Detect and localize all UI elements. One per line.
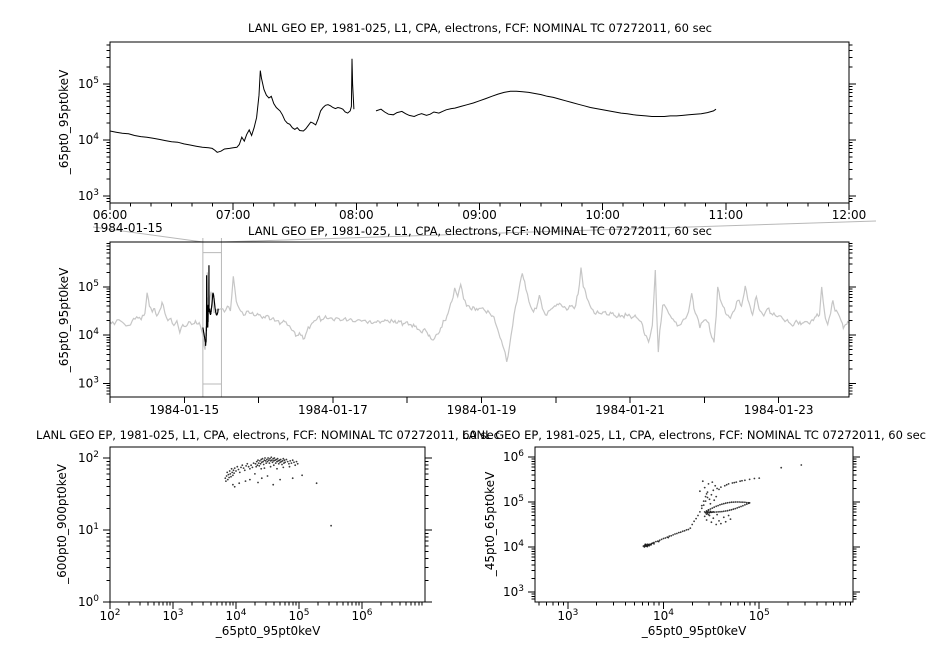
svg-text:09:00: 09:00 (462, 208, 497, 222)
svg-text:100: 100 (78, 594, 99, 609)
svg-text:103: 103 (78, 375, 99, 390)
middle-y-axis: 103 104 105 (78, 242, 856, 395)
svg-text:12:00: 12:00 (832, 208, 867, 222)
bottom_right-plot-frame[interactable] (534, 446, 854, 603)
svg-text:1984-01-21: 1984-01-21 (595, 403, 665, 417)
svg-text:1984-01-15: 1984-01-15 (149, 403, 219, 417)
svg-text:104: 104 (653, 608, 674, 623)
svg-text:1984-01-17: 1984-01-17 (298, 403, 368, 417)
top-plot-series-line (109, 58, 717, 153)
middle-plot-x-axis: 1984-01-15 1984-01-17 1984-01-19 1984-01-21… (109, 397, 814, 417)
svg-text:103: 103 (78, 188, 99, 203)
bottom-left-plot-xlabel: _65pt0_95pt0keV (215, 624, 321, 638)
svg-text:105: 105 (78, 76, 99, 91)
svg-text:104: 104 (225, 608, 246, 623)
zoom-box[interactable] (202, 238, 222, 397)
bottom_left-scatter-points (224, 456, 332, 527)
svg-text:1984-01-19: 1984-01-19 (447, 403, 517, 417)
svg-text:11:00: 11:00 (709, 208, 744, 222)
svg-text:08:00: 08:00 (339, 208, 374, 222)
top-plot-ylabel: _65pt0_95pt0keV (57, 69, 71, 175)
middle-plot-ylabel: _65pt0_95pt0keV (57, 267, 71, 373)
svg-text:101: 101 (78, 522, 99, 537)
bottom_right-y-axis: 103 104 105 106 (503, 449, 860, 600)
svg-text:105: 105 (503, 494, 524, 509)
svg-text:1984-01-23: 1984-01-23 (744, 403, 814, 417)
svg-text:103: 103 (162, 608, 183, 623)
svg-text:104: 104 (78, 132, 99, 147)
bottom-left-plot-ylabel: _600pt0_900pt0keV (55, 464, 69, 584)
svg-text:105: 105 (288, 608, 309, 623)
svg-text:103: 103 (557, 608, 578, 623)
top-y-axis: 103 104 105 (78, 44, 856, 203)
middle-plot-frame[interactable] (109, 241, 850, 398)
zoom-context-connectors (92, 220, 877, 243)
middle-plot-title: LANL GEO EP, 1981-025, L1, CPA, electron… (248, 224, 712, 238)
top-plot-frame[interactable] (109, 41, 850, 204)
svg-text:102: 102 (78, 450, 99, 465)
bottom_left-x-axis: 102 103 104 105 106 (99, 602, 423, 623)
middle-plot-context-series-line (109, 267, 850, 362)
middle-plot-highlight-line (202, 265, 219, 346)
bottom-right-plot-title: LANL GEO EP, 1981-025, L1, CPA, electron… (462, 428, 926, 442)
bottom_right-scatter-points (642, 464, 803, 548)
svg-text:10:00: 10:00 (585, 208, 620, 222)
svg-text:105: 105 (749, 608, 770, 623)
svg-text:104: 104 (78, 327, 99, 342)
svg-text:06:00: 06:00 (93, 208, 128, 222)
svg-text:104: 104 (503, 539, 524, 554)
bottom_right-x-axis: 103 104 105 (538, 602, 852, 623)
svg-text:07:00: 07:00 (216, 208, 251, 222)
svg-text:106: 106 (351, 608, 372, 623)
svg-text:105: 105 (78, 279, 99, 294)
top-plot-title: LANL GEO EP, 1981-025, L1, CPA, electron… (248, 21, 712, 35)
svg-text:103: 103 (503, 584, 524, 599)
bottom-right-plot-ylabel: _45pt0_65pt0keV (483, 471, 497, 577)
top-plot-x-axis: 06:00 07:00 08:00 09:00 10:00 11:00 12:00 (93, 203, 867, 222)
bottom_left-plot-frame[interactable] (109, 446, 426, 603)
svg-text:102: 102 (99, 608, 120, 623)
bottom-right-plot-xlabel: _65pt0_95pt0keV (641, 624, 747, 638)
svg-text:106: 106 (503, 449, 524, 464)
top-plot-date-context-label: 1984-01-15 (93, 221, 163, 235)
bottom-left-plot-title: LANL GEO EP, 1981-025, L1, CPA, electron… (36, 428, 500, 442)
